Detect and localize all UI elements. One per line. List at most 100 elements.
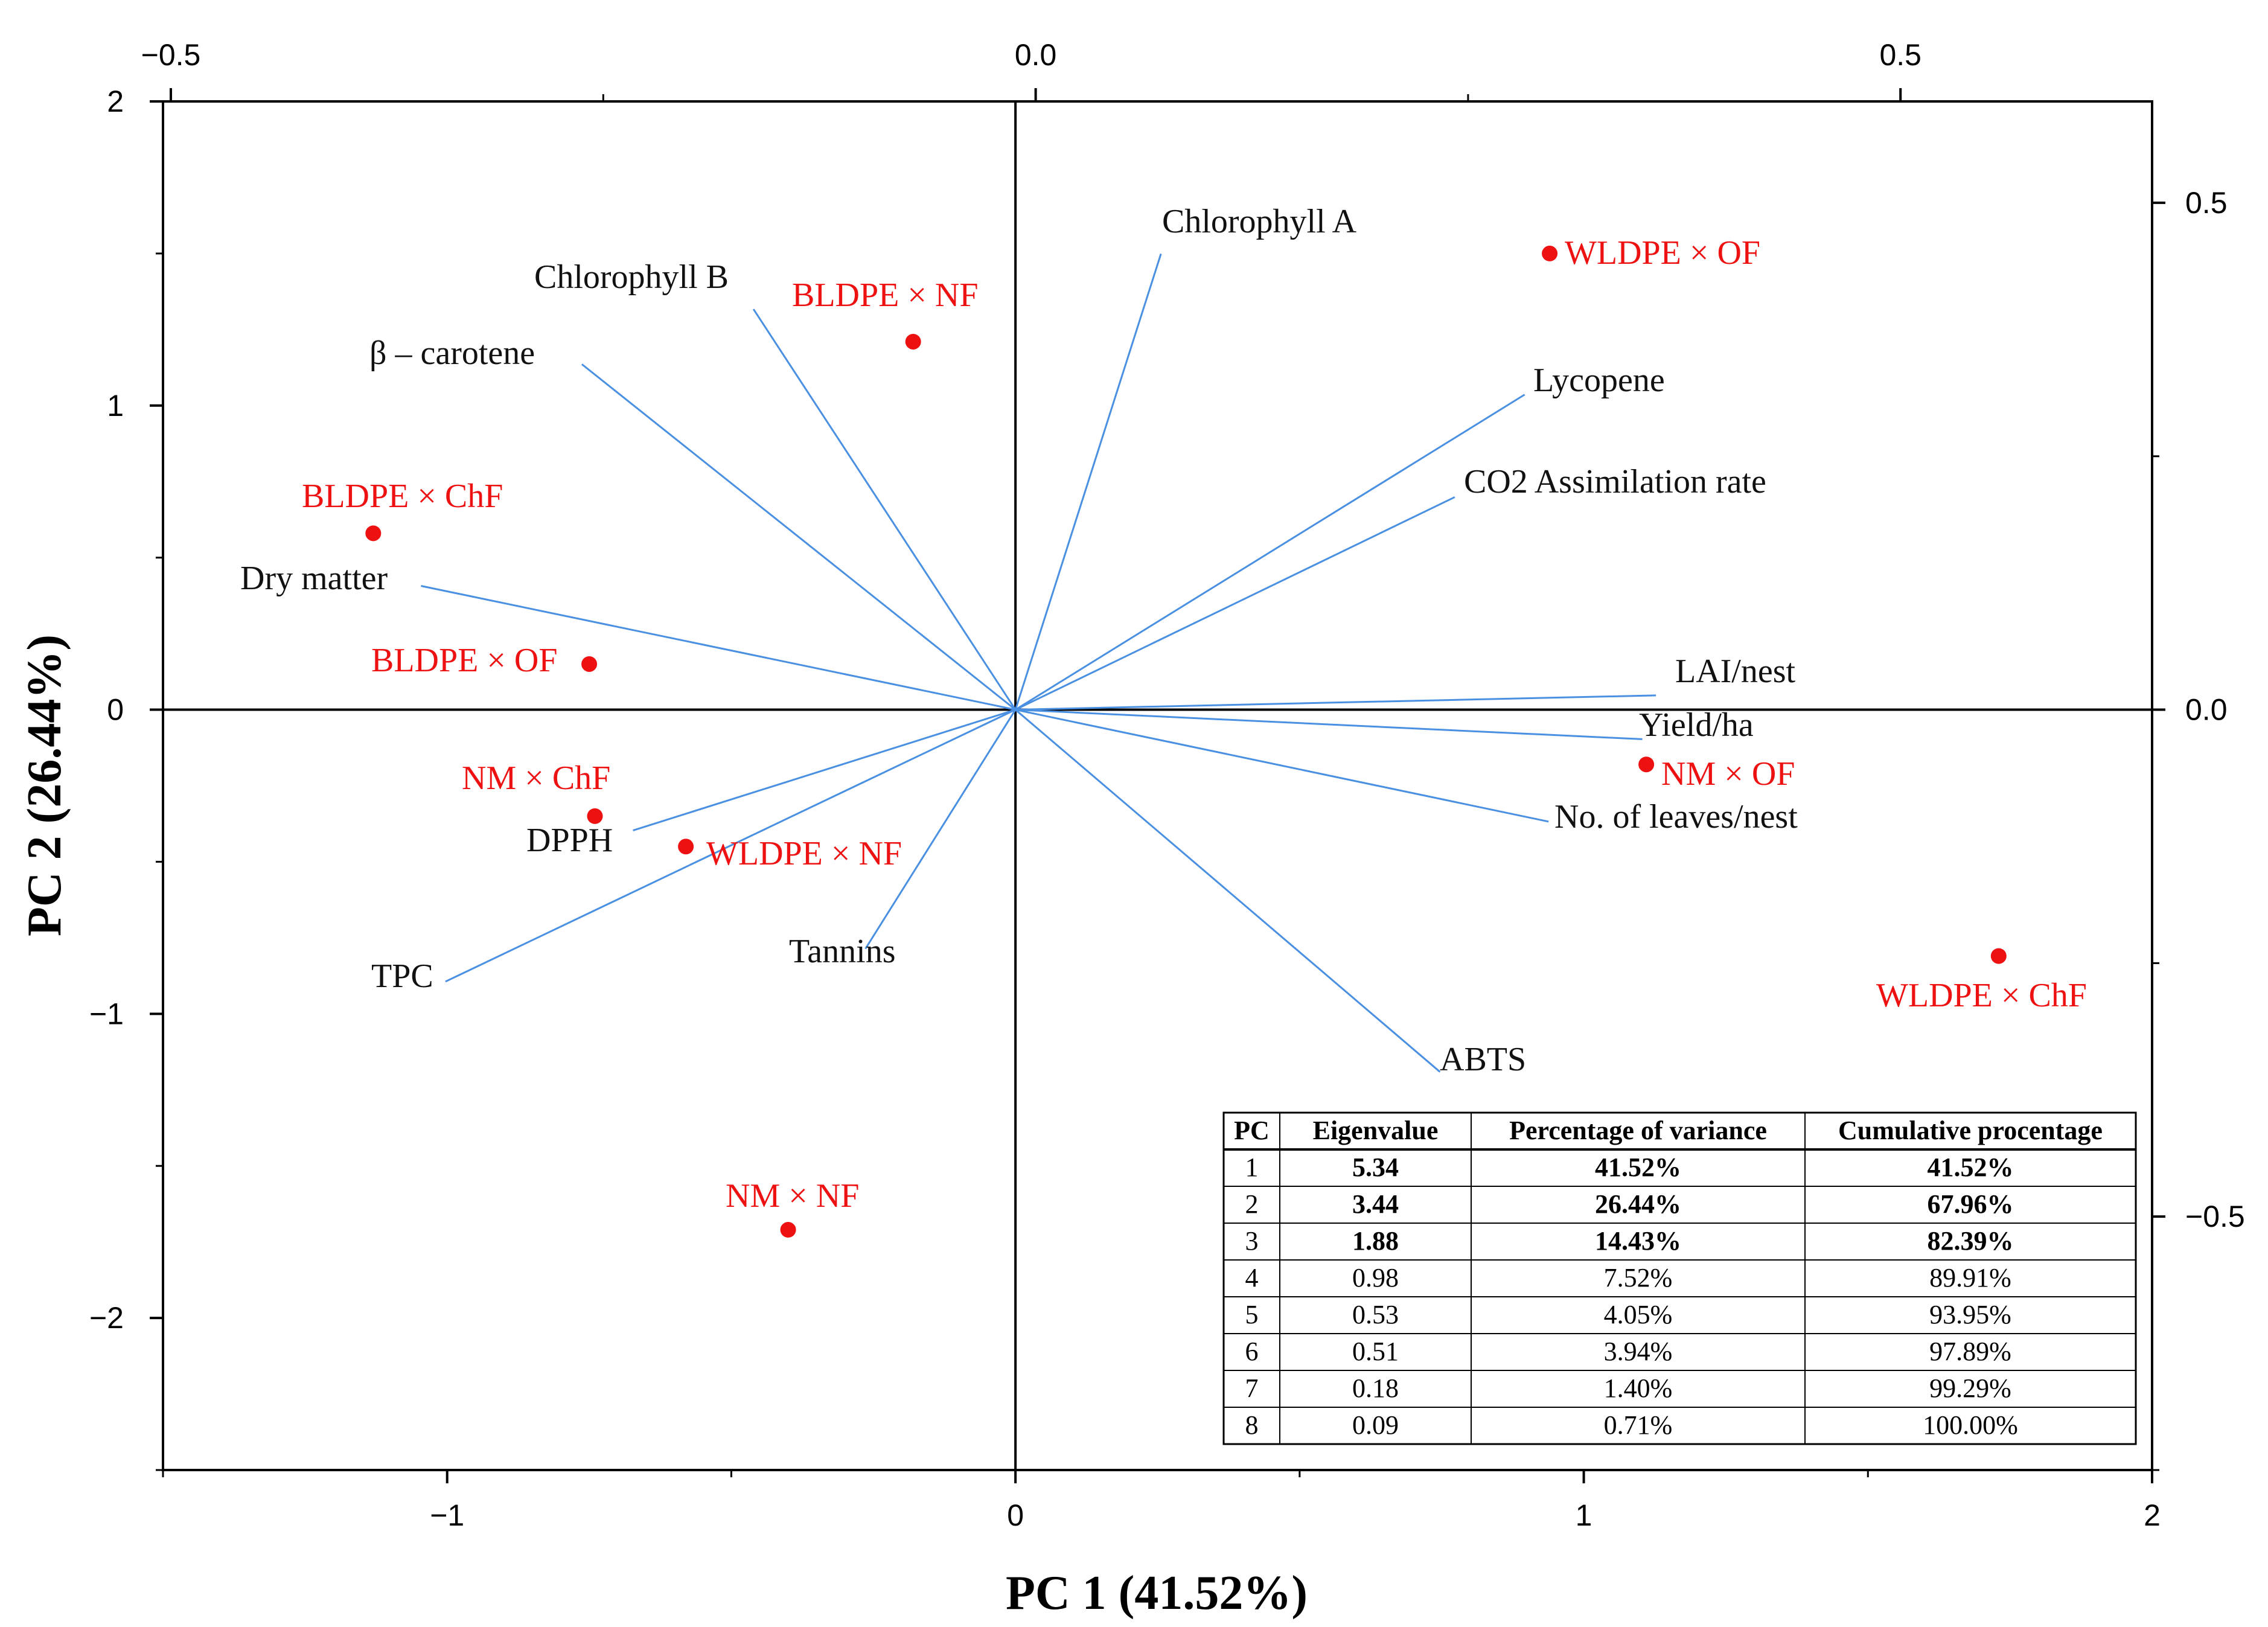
loading-vector [1015, 709, 1549, 823]
table-cell: 1.40% [1604, 1373, 1673, 1403]
axes: −1 0 1 2 −2 −1 0 1 2 −0.5 0.0 0.5 −0.5 0.0 0.5 [89, 38, 2245, 1532]
table-cell: 89.91% [1929, 1263, 2011, 1293]
y-tick-label: 2 [107, 85, 124, 118]
loading-vector [633, 709, 1016, 831]
loading-label: Lycopene [1533, 362, 1665, 399]
table-cell: 6 [1245, 1337, 1259, 1366]
loading-label: CO2 Assimilation rate [1464, 463, 1766, 500]
score-point [581, 656, 598, 672]
score-label: NM × NF [726, 1177, 859, 1215]
zero-lines [163, 101, 2152, 1470]
table-cell: 97.89% [1929, 1337, 2011, 1366]
table-cell: 5.34 [1352, 1152, 1399, 1182]
score-label: WLDPE × ChF [1876, 977, 2087, 1014]
score-point [365, 525, 382, 542]
table-cell: 41.52% [1928, 1152, 2014, 1182]
table-cell: 3 [1245, 1226, 1259, 1256]
table-cell: 4 [1245, 1263, 1259, 1293]
table-cell: 26.44% [1595, 1189, 1681, 1219]
table-cell: 0.71% [1604, 1410, 1673, 1440]
score-point [1638, 756, 1655, 773]
loading-vector [1015, 709, 1441, 1073]
score-label: BLDPE × OF [371, 642, 558, 679]
loading-vectors: Chlorophyll A Chlorophyll B β – carotene Ly… [240, 203, 1798, 1078]
x-tick-label: 1 [1576, 1498, 1592, 1532]
table-cell: 3.94% [1604, 1337, 1673, 1366]
loading-vector [421, 585, 1016, 711]
table-frame [1222, 1111, 2137, 1445]
variance-table: PC Eigenvalue Percentage of variance Cumula… [1222, 1111, 2137, 1445]
table-cell: 67.96% [1928, 1189, 2014, 1219]
score-label: NM × OF [1661, 755, 1795, 793]
score-label: NM × ChF [462, 759, 610, 797]
loading-label: LAI/nest [1675, 653, 1796, 690]
table-cell: 0.18 [1352, 1373, 1399, 1403]
score-label: WLDPE × OF [1565, 234, 1760, 272]
table-cell: 1.88 [1352, 1226, 1399, 1256]
table-cell: 41.52% [1595, 1152, 1681, 1182]
plot-frame [162, 100, 2153, 1471]
table-cell: 5 [1245, 1300, 1259, 1329]
loading-label: Dry matter [240, 560, 388, 597]
table-cell: 7.52% [1604, 1263, 1673, 1293]
table-cell: 8 [1245, 1410, 1259, 1440]
loading-vector [581, 363, 1017, 711]
table-cell: 2 [1245, 1189, 1259, 1219]
loading-label: β – carotene [369, 334, 535, 372]
table-cell: 99.29% [1929, 1373, 2011, 1403]
loading-vector [1015, 694, 1656, 711]
score-point [905, 333, 921, 350]
table-header-cell: Eigenvalue [1313, 1116, 1439, 1145]
loading-label: Yield/ha [1639, 706, 1754, 744]
table-cell: 100.00% [1923, 1410, 2018, 1440]
loading-vector [752, 308, 1017, 711]
score-point [780, 1222, 796, 1238]
loading-label: Chlorophyll B [534, 258, 729, 296]
loading-vector [445, 709, 1016, 983]
score-points: WLDPE × OF BLDPE × NF BLDPE × ChF BLDPE × O… [302, 234, 2087, 1238]
top-tick-label: 0.5 [1879, 38, 1921, 72]
table-cell: 0.53 [1352, 1300, 1399, 1329]
loading-vector [1015, 709, 1643, 740]
top-tick-label: 0.0 [1015, 38, 1057, 72]
right-tick-label: 0.0 [2185, 693, 2228, 727]
loading-label: No. of leaves/nest [1554, 798, 1798, 836]
x-tick-label: 2 [2144, 1498, 2161, 1532]
table-cell: 7 [1245, 1373, 1259, 1403]
loading-label: Chlorophyll A [1162, 203, 1357, 240]
table-header-cell: Percentage of variance [1509, 1116, 1767, 1145]
x-tick-label: 0 [1007, 1498, 1024, 1532]
score-point [587, 808, 603, 824]
table-cell: 0.98 [1352, 1263, 1399, 1293]
table-cell: 4.05% [1604, 1300, 1673, 1329]
table-header-cell: PC [1234, 1116, 1270, 1145]
table-cell: 0.51 [1352, 1337, 1399, 1366]
table-cell: 3.44 [1352, 1189, 1399, 1219]
score-point [1990, 948, 2007, 964]
table-cell: 93.95% [1929, 1300, 2011, 1329]
score-label: WLDPE × NF [706, 835, 902, 872]
score-label: BLDPE × NF [792, 276, 979, 314]
loading-vector [1015, 394, 1525, 711]
y-tick-label: 1 [107, 389, 124, 423]
loading-label: TPC [371, 957, 433, 995]
loading-label: DPPH [526, 822, 613, 859]
table-cell: 0.09 [1352, 1410, 1399, 1440]
loading-vector [1015, 496, 1455, 711]
y-axis-title: PC 2 (26.44%) [18, 634, 71, 936]
right-tick-label: 0.5 [2185, 186, 2228, 220]
right-tick-label: −0.5 [2185, 1200, 2245, 1233]
table-cell: 1 [1245, 1152, 1259, 1182]
table-header-cell: Cumulative procentage [1838, 1116, 2103, 1145]
score-label: BLDPE × ChF [302, 478, 503, 515]
y-tick-label: −2 [89, 1301, 124, 1335]
top-tick-label: −0.5 [141, 38, 201, 72]
x-axis-title: PC 1 (41.52%) [1006, 1567, 1308, 1620]
score-point [678, 839, 694, 855]
loading-label: ABTS [1440, 1041, 1526, 1078]
loading-vector [864, 709, 1017, 950]
y-tick-label: −1 [89, 997, 124, 1031]
x-tick-label: −1 [430, 1498, 464, 1532]
table-cell: 82.39% [1928, 1226, 2014, 1256]
